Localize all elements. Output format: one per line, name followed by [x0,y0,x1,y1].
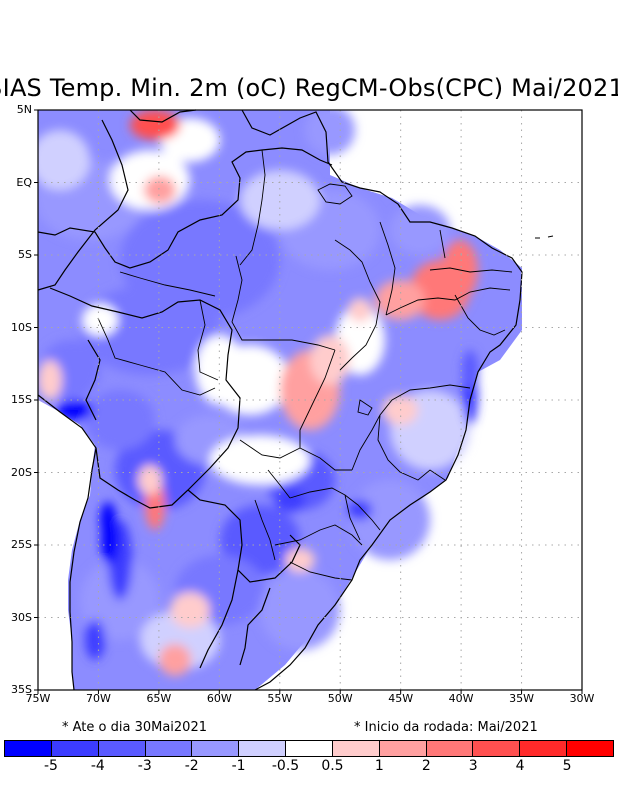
country-border [85,339,101,421]
colorbar-label: 0.5 [321,758,344,774]
anomaly-patch [210,435,310,485]
x-tick-label: 55W [267,692,293,705]
anomaly-patch [38,130,90,190]
anomaly-patch [80,285,220,375]
colorbar-label: 4 [515,758,525,774]
x-tick-label: 75W [25,692,51,705]
colorbar-swatch [98,741,146,756]
country-border [37,119,129,291]
x-tick-label: 60W [206,692,232,705]
anomaly-patch [382,395,418,425]
anomaly-patch [130,110,180,140]
colorbar-label: -3 [137,758,152,774]
colorbar-label: -1 [231,758,246,774]
colorbar-swatch [520,741,568,756]
island-marajo [317,183,353,205]
anomaly-patch [100,502,116,538]
colorbar-label: -4 [90,758,105,774]
y-tick-label: 5N [16,103,32,116]
colorbar-swatch [473,741,521,756]
anomaly-patch [38,360,62,400]
anomaly-patch [260,570,340,650]
anomaly-patch [305,110,355,155]
colorbar-swatch [286,741,333,756]
anomaly-patch [462,350,478,390]
colorbar-swatch [5,741,52,756]
anomaly-patch [310,335,350,385]
colorbar-swatch [145,741,193,756]
colorbar-label: -0.5 [271,758,300,774]
colorbar-label: 2 [421,758,431,774]
colorbar-swatch [192,741,240,756]
anomaly-patch [85,390,155,450]
y-tick-label: 35S [11,683,32,696]
y-tick-label: 20S [11,465,32,479]
anomaly-patch [285,548,315,572]
colorbar-swatch [51,741,99,756]
anomaly-patch [138,465,162,495]
map-title: BIAS Temp. Min. 2m (oC) RegCM-Obs(CPC) M… [0,74,618,102]
y-tick-label: EQ [16,175,32,189]
x-tick-label: 35W [509,692,534,705]
x-tick-label: 70W [86,692,111,705]
colorbar-label: 3 [468,758,478,774]
anomaly-patch [348,298,372,322]
anomaly-patch [159,644,191,676]
x-tick-label: 45W [388,692,414,705]
coastline [129,109,523,691]
note-run-start: * Inicio da rodada: Mai/2021 [354,720,538,735]
country-border [49,287,241,509]
y-tick-label: 25S [11,538,32,551]
anomaly-patch [275,488,305,512]
colorbar [4,740,614,757]
colorbar-swatch [567,741,613,756]
x-tick-label: 30W [569,692,595,705]
country-border [239,587,271,666]
y-tick-label: 15S [11,393,32,406]
y-tick-label: 5S [18,248,32,261]
anomaly-patch [348,500,372,520]
colorbar-label: 1 [374,758,384,774]
anomaly-patch [82,304,118,336]
y-tick-label: 10S [11,320,32,334]
colorbar-swatch [332,741,380,756]
colorbar-swatch [379,741,427,756]
state-border [97,149,513,581]
x-tick-label: 50W [327,692,353,705]
anomaly-patch [57,400,93,420]
west-coast [37,394,97,691]
anomaly-patch [170,592,210,628]
country-border [199,569,239,669]
country-border [37,147,333,269]
anomaly-patch [144,176,176,204]
note-end-date: * Ate o dia 30Mai2021 [62,720,207,735]
anomaly-patch [85,620,105,660]
colorbar-label: -2 [184,758,199,774]
colorbar-swatch [239,741,287,756]
colorbar-label: -5 [43,758,58,774]
x-tick-label: 65W [146,692,172,705]
small-islands [535,235,554,239]
x-tick-label: 40W [448,692,474,705]
colorbar-swatch [426,741,474,756]
colorbar-label: 5 [562,758,572,774]
y-tick-label: 30S [11,610,32,624]
anomaly-patch [390,205,450,255]
